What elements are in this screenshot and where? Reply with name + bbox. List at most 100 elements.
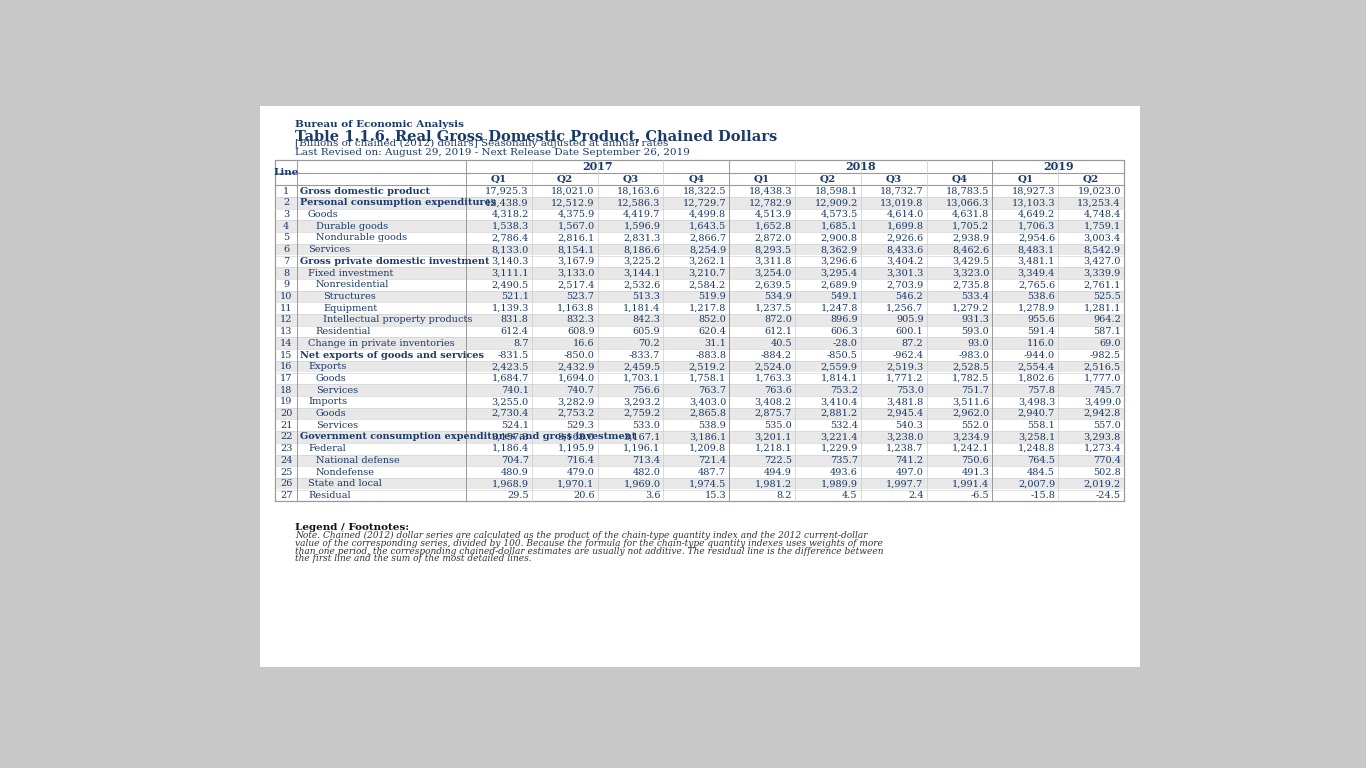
Text: Services: Services (307, 245, 350, 254)
Text: 1,273.4: 1,273.4 (1083, 444, 1121, 453)
Text: 905.9: 905.9 (896, 316, 923, 324)
Text: 24: 24 (280, 456, 292, 465)
Text: 716.4: 716.4 (567, 456, 594, 465)
Text: 3,403.0: 3,403.0 (688, 397, 727, 406)
Text: 2,865.8: 2,865.8 (688, 409, 727, 418)
Text: 741.2: 741.2 (895, 456, 923, 465)
Text: -6.5: -6.5 (971, 491, 989, 500)
Text: 2,423.5: 2,423.5 (492, 362, 529, 371)
Text: 1,997.7: 1,997.7 (887, 479, 923, 488)
Text: 549.1: 549.1 (829, 292, 858, 301)
Text: 3,210.7: 3,210.7 (688, 269, 727, 277)
Text: 2,875.7: 2,875.7 (754, 409, 792, 418)
Text: Residential: Residential (316, 327, 372, 336)
Text: 502.8: 502.8 (1093, 468, 1121, 477)
Text: 13: 13 (280, 327, 292, 336)
Text: 513.3: 513.3 (632, 292, 660, 301)
Text: 8,433.6: 8,433.6 (887, 245, 923, 254)
Text: 18,732.7: 18,732.7 (880, 187, 923, 196)
Text: 2,900.8: 2,900.8 (821, 233, 858, 243)
Text: 8,542.9: 8,542.9 (1083, 245, 1121, 254)
Text: 1,229.9: 1,229.9 (821, 444, 858, 453)
Text: 12,909.2: 12,909.2 (814, 198, 858, 207)
Text: 2,703.9: 2,703.9 (887, 280, 923, 290)
Text: 1,685.1: 1,685.1 (821, 222, 858, 231)
Text: 1,139.3: 1,139.3 (492, 303, 529, 313)
Text: Q2: Q2 (820, 174, 836, 184)
Text: 3,157.3: 3,157.3 (492, 432, 529, 442)
Text: -883.8: -883.8 (695, 350, 727, 359)
Text: 1: 1 (283, 187, 290, 196)
Text: Goods: Goods (307, 210, 339, 219)
Text: 3,296.6: 3,296.6 (821, 257, 858, 266)
Text: 2,761.1: 2,761.1 (1083, 280, 1121, 290)
Text: 4,375.9: 4,375.9 (557, 210, 594, 219)
Text: 491.3: 491.3 (962, 468, 989, 477)
Text: 3,238.0: 3,238.0 (887, 432, 923, 442)
Text: 2,524.0: 2,524.0 (754, 362, 792, 371)
Text: 1,247.8: 1,247.8 (821, 303, 858, 313)
Text: 14: 14 (280, 339, 292, 348)
Text: 18,163.6: 18,163.6 (617, 187, 660, 196)
Text: 18,021.0: 18,021.0 (550, 187, 594, 196)
Text: 3,481.1: 3,481.1 (1018, 257, 1055, 266)
Text: 3,168.0: 3,168.0 (557, 432, 594, 442)
Text: 3,234.9: 3,234.9 (952, 432, 989, 442)
Text: 2,554.4: 2,554.4 (1018, 362, 1055, 371)
Text: Services: Services (316, 421, 358, 430)
Text: 2,765.6: 2,765.6 (1018, 280, 1055, 290)
Text: Change in private inventories: Change in private inventories (307, 339, 455, 348)
Text: 2,954.6: 2,954.6 (1018, 233, 1055, 243)
Text: Gross domestic product: Gross domestic product (301, 187, 430, 196)
Text: 18,783.5: 18,783.5 (945, 187, 989, 196)
Bar (276, 431, 1124, 442)
Text: 4,614.0: 4,614.0 (887, 210, 923, 219)
Text: 2018: 2018 (846, 161, 876, 172)
Text: 2,926.6: 2,926.6 (887, 233, 923, 243)
Text: 8,483.1: 8,483.1 (1018, 245, 1055, 254)
Text: 532.4: 532.4 (829, 421, 858, 430)
Text: 3,255.0: 3,255.0 (492, 397, 529, 406)
Text: -983.0: -983.0 (959, 350, 989, 359)
Text: 524.1: 524.1 (501, 421, 529, 430)
Text: Intellectual property products: Intellectual property products (324, 316, 473, 324)
Text: Q1: Q1 (1018, 174, 1034, 184)
Text: 15: 15 (280, 350, 292, 359)
Text: 1,684.7: 1,684.7 (492, 374, 529, 383)
Text: 3,186.1: 3,186.1 (688, 432, 727, 442)
Text: 535.0: 535.0 (764, 421, 792, 430)
Text: 2,730.4: 2,730.4 (492, 409, 529, 418)
Text: Note. Chained (2012) dollar series are calculated as the product of the chain-ty: Note. Chained (2012) dollar series are c… (295, 531, 867, 541)
Text: Durable goods: Durable goods (316, 222, 388, 231)
Text: Structures: Structures (324, 292, 376, 301)
Text: 2,759.2: 2,759.2 (623, 409, 660, 418)
Text: 606.3: 606.3 (831, 327, 858, 336)
Text: State and local: State and local (307, 479, 382, 488)
Text: Q4: Q4 (952, 174, 967, 184)
Text: Residual: Residual (307, 491, 351, 500)
Text: 19,023.0: 19,023.0 (1078, 187, 1121, 196)
Text: 3.6: 3.6 (645, 491, 660, 500)
Text: 3,140.3: 3,140.3 (492, 257, 529, 266)
Text: 1,186.4: 1,186.4 (492, 444, 529, 453)
Text: 3,323.0: 3,323.0 (952, 269, 989, 277)
Text: Q2: Q2 (556, 174, 572, 184)
Text: 964.2: 964.2 (1093, 316, 1121, 324)
Text: 3,339.9: 3,339.9 (1083, 269, 1121, 277)
Bar (276, 337, 1124, 349)
Text: -850.0: -850.0 (564, 350, 594, 359)
Text: 497.0: 497.0 (896, 468, 923, 477)
Text: 763.6: 763.6 (764, 386, 792, 395)
Text: 3: 3 (283, 210, 290, 219)
Text: 3,221.4: 3,221.4 (820, 432, 858, 442)
Text: 3,301.3: 3,301.3 (887, 269, 923, 277)
Text: 4,513.9: 4,513.9 (754, 210, 792, 219)
Text: 2,517.4: 2,517.4 (557, 280, 594, 290)
Text: 12,438.9: 12,438.9 (485, 198, 529, 207)
Text: 3,111.1: 3,111.1 (492, 269, 529, 277)
Text: 13,066.3: 13,066.3 (945, 198, 989, 207)
Bar (276, 455, 1124, 466)
Text: 2,938.9: 2,938.9 (952, 233, 989, 243)
Text: Q3: Q3 (885, 174, 902, 184)
Text: 2017: 2017 (582, 161, 613, 172)
